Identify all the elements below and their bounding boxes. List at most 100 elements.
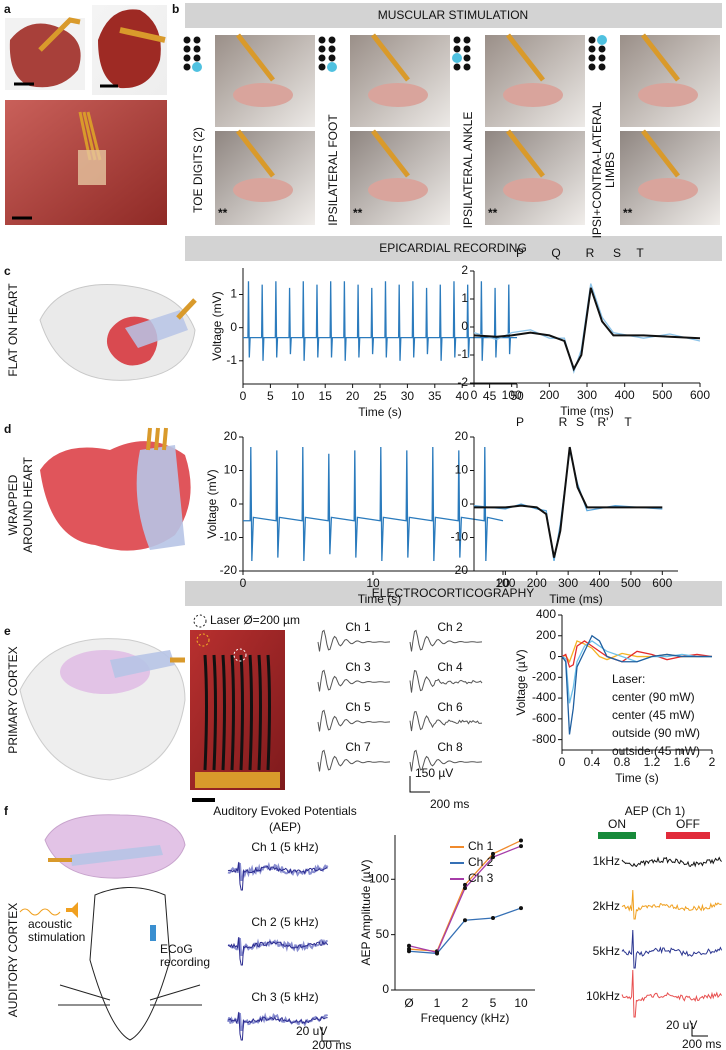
y-tick-label: 0 — [230, 320, 237, 334]
photo — [485, 35, 585, 127]
channel-label: Ch 4 — [437, 660, 463, 674]
electrode-dot — [463, 45, 471, 53]
y-axis-title: Voltage (mV) — [210, 291, 224, 360]
annotation: S — [613, 246, 621, 260]
electrode-line — [266, 654, 271, 771]
x-tick-label: 2 — [462, 996, 469, 1010]
sound-wave — [19, 908, 61, 916]
electrode-dot — [318, 45, 326, 53]
x-tick-label: 35 — [428, 389, 442, 403]
x-tick-label: 10 — [366, 576, 380, 590]
aep-trace — [621, 969, 723, 1018]
stim-label: IPSILATERAL FOOT — [326, 114, 340, 226]
scale-label: 20 uV — [666, 1018, 697, 1032]
electrode-dot — [328, 54, 336, 62]
x-tick-label: 20 — [346, 389, 360, 403]
x-tick-label: 5 — [267, 389, 274, 403]
y-tick-label: -10 — [220, 530, 238, 544]
x-tick-label: 45 — [483, 389, 497, 403]
ecog-trace — [317, 709, 391, 732]
marker — [407, 949, 411, 954]
electrode-dot — [193, 45, 201, 53]
electrode-dot — [318, 63, 326, 71]
panel-letter: d — [4, 422, 11, 436]
stim-label: TOE DIGITS (2) — [191, 127, 205, 213]
mouse-limb — [638, 83, 698, 107]
device — [110, 650, 175, 678]
electrode-line — [203, 654, 208, 771]
lead — [146, 427, 168, 451]
x-axis-title: Time (s) — [358, 592, 402, 606]
y-tick-label: 200 — [536, 628, 556, 642]
annotation: R — [559, 415, 568, 429]
lead — [176, 298, 197, 320]
electrode-line — [257, 654, 262, 771]
legend-label: outside (45 mW) — [612, 744, 700, 758]
panel-letter: b — [172, 2, 179, 16]
speaker — [66, 902, 78, 918]
ecog-trace — [409, 669, 483, 693]
laser-spot — [196, 633, 210, 647]
device — [136, 445, 185, 550]
device — [70, 845, 163, 866]
heart-photo — [9, 23, 81, 88]
x-tick-label: 10 — [291, 389, 305, 403]
series-line — [408, 839, 522, 952]
y-tick-label: -2 — [457, 375, 468, 389]
channel-label: Ch 2 — [437, 620, 463, 634]
y-tick-label: -1 — [226, 353, 237, 367]
channel-label: Ch 6 — [437, 700, 463, 714]
annotation: R — [586, 246, 595, 260]
scale-label: 200 ms — [430, 797, 469, 811]
marker — [463, 886, 467, 891]
channel-label: Ch 1 — [345, 620, 371, 634]
series-line — [561, 640, 713, 668]
panel-letter: f — [4, 804, 9, 818]
series-line — [243, 447, 504, 561]
annotation: P — [516, 246, 524, 260]
electrode-dot — [453, 63, 461, 71]
electrode-dot — [183, 54, 191, 62]
electrode-dot — [598, 54, 606, 62]
annotation: T — [624, 415, 632, 429]
channel-label: Ch 5 — [345, 700, 371, 714]
lead — [236, 33, 275, 178]
stim-label: LIMBS — [603, 152, 617, 188]
scale-label: 150 µV — [415, 766, 453, 780]
electrode-dot — [193, 36, 201, 44]
x-axis-title: Frequency (kHz) — [421, 1011, 510, 1025]
on-label: ON — [608, 817, 626, 831]
annotation: T — [636, 246, 644, 260]
y-tick-label: -200 — [532, 669, 556, 683]
x-tick-label: 25 — [373, 389, 387, 403]
on-bar — [598, 832, 636, 839]
electrode-dot — [453, 36, 461, 44]
mouse-limb — [233, 178, 293, 202]
y-axis-title: AEP Amplitude (µV) — [359, 859, 373, 965]
lead — [38, 17, 81, 52]
x-tick-label: 2 — [709, 755, 716, 769]
electrode-dot — [588, 54, 596, 62]
scale-bar — [321, 1027, 340, 1042]
electrode-dot — [328, 45, 336, 53]
y-tick-label: 10 — [455, 463, 469, 477]
aep-trace — [227, 936, 329, 966]
x-tick-label: 400 — [590, 576, 610, 590]
y-tick-label: 20 — [224, 429, 238, 443]
x-tick-label: 300 — [558, 576, 578, 590]
laser-spot — [233, 648, 247, 662]
channel-label: Ch 1 (5 kHz) — [251, 840, 318, 854]
scale-bar — [691, 1023, 708, 1037]
y-tick-label: 0 — [461, 496, 468, 510]
stim-text: stimulation — [28, 930, 85, 944]
aep-title: Auditory Evoked Potentials — [213, 804, 356, 818]
series-line — [474, 446, 663, 558]
row-label: FLAT ON HEART — [6, 283, 20, 377]
marker — [491, 855, 495, 860]
marker — [463, 882, 467, 887]
electrode-dot — [463, 36, 471, 44]
electrode-dot — [598, 45, 606, 53]
aep-trace — [227, 861, 329, 881]
photo — [485, 131, 585, 225]
electrode-dot — [193, 54, 201, 62]
